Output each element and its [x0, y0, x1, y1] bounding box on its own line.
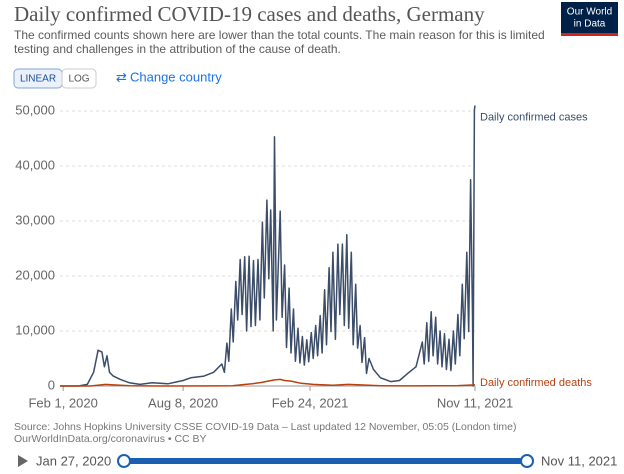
log-label: LOG [68, 74, 89, 85]
x-tick-label: Aug 8, 2020 [148, 395, 218, 410]
timeline: Jan 27, 2020 Nov 11, 2021 [18, 453, 617, 468]
timeline-handle[interactable] [520, 454, 534, 468]
subtitle: The confirmed counts shown here are lowe… [14, 28, 545, 42]
x-tick-label: Feb 1, 2020 [28, 395, 97, 410]
timeline-handle[interactable] [117, 454, 131, 468]
y-tick-label: 50,000 [15, 102, 55, 117]
plot: 0 10,000 20,000 30,000 40,000 50,000 Feb 1, 20… [15, 102, 592, 410]
source: Source: Johns Hopkins University CSSE CO… [14, 421, 517, 433]
change-country[interactable]: Change country [130, 69, 222, 84]
logo[interactable]: Our World in Data [561, 2, 618, 36]
linear-label: LINEAR [20, 74, 56, 85]
x-tick-label: Nov 11, 2021 [437, 395, 513, 410]
logo-bar [561, 33, 618, 36]
x-tick-label: Feb 24, 2021 [272, 395, 349, 410]
y-tick-label: 40,000 [15, 157, 55, 172]
subtitle: testing and challenges in the attributio… [14, 42, 341, 56]
timeline-start: Jan 27, 2020 [36, 453, 111, 468]
series-line [60, 105, 476, 387]
play-button[interactable] [18, 455, 28, 467]
source: OurWorldInData.org/coronavirus • CC BY [14, 433, 207, 445]
log-button[interactable] [61, 68, 97, 89]
series-label: Daily confirmed deaths [480, 377, 592, 389]
change-country-icon[interactable]: ⇄ [116, 69, 127, 84]
timeline-end: Nov 11, 2021 [541, 453, 617, 468]
timeline-track[interactable] [124, 458, 527, 464]
scale-toggle: LINEAR LOG [13, 68, 97, 89]
y-tick-label: 10,000 [15, 322, 55, 337]
logo-text: Our World [567, 7, 612, 18]
chart-title: Daily confirmed COVID-19 cases and death… [14, 2, 485, 26]
y-tick-label: 30,000 [15, 212, 55, 227]
series-label: Daily confirmed cases [480, 111, 588, 123]
y-tick-label: 20,000 [15, 267, 55, 282]
y-tick-label: 0 [48, 377, 55, 392]
logo-text: in Data [574, 19, 606, 30]
logo-box[interactable] [561, 2, 618, 36]
series-line [60, 378, 476, 387]
